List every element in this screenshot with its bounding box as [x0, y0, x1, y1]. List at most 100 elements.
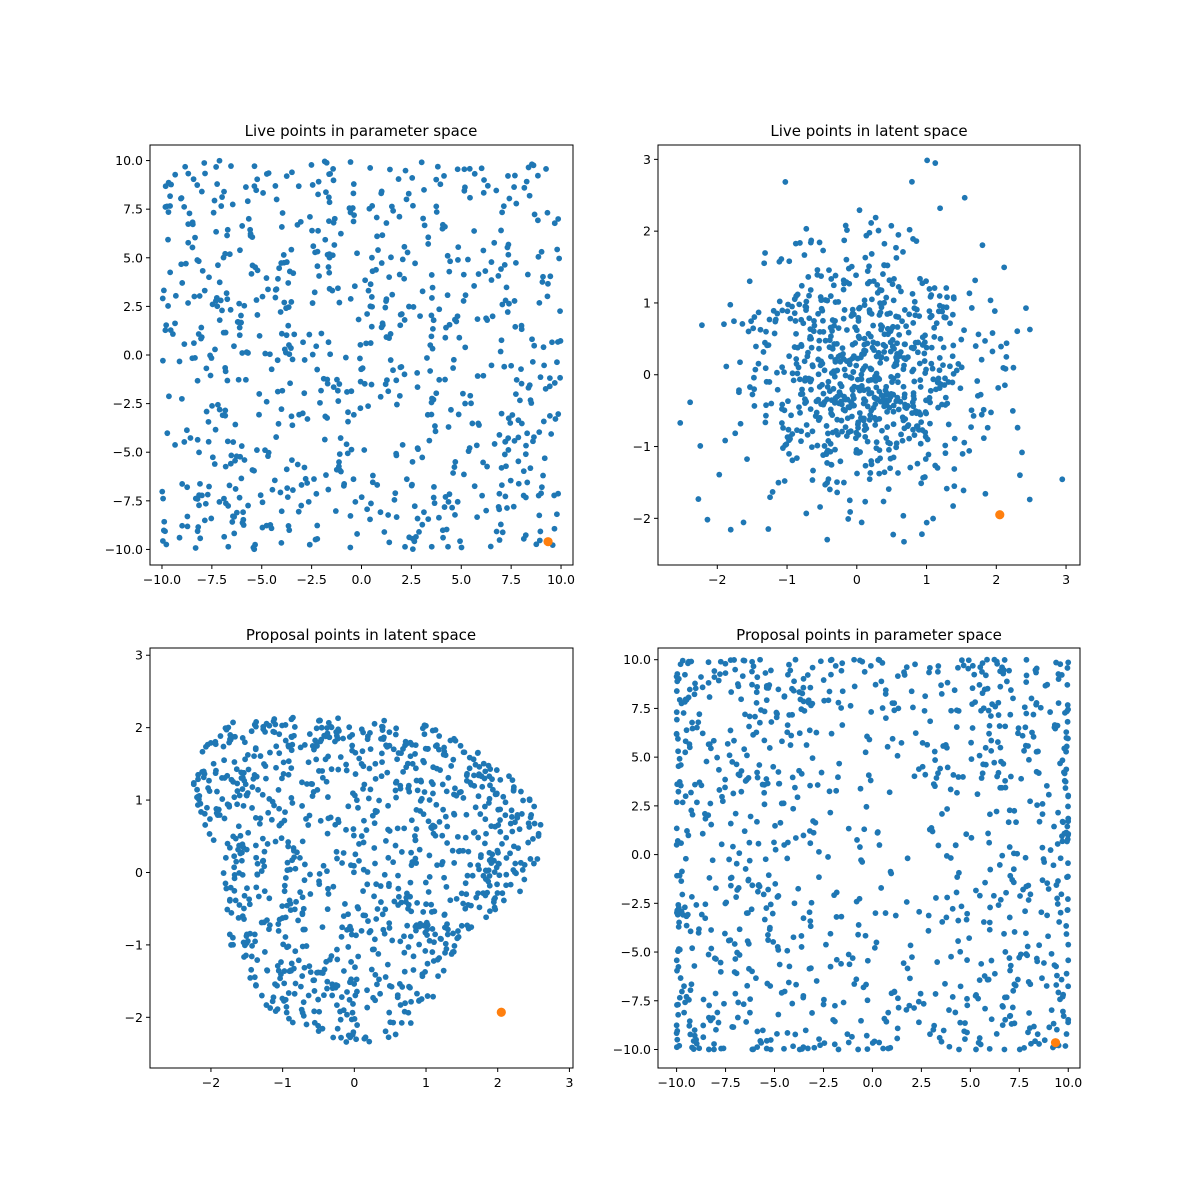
scatter-point [406, 303, 412, 310]
scatter-point [879, 705, 886, 711]
scatter-point [943, 285, 950, 291]
scatter-point [450, 365, 457, 371]
scatter-point [184, 513, 191, 520]
scatter-point [481, 775, 488, 782]
scatter-point [822, 337, 829, 344]
scatter-point [918, 480, 925, 487]
scatter-point [397, 782, 404, 789]
scatter-point [754, 818, 760, 825]
scatter-point [549, 339, 555, 346]
scatter-point [232, 421, 239, 428]
scatter-point [973, 1046, 979, 1053]
scatter-point [531, 820, 538, 827]
scatter-point [358, 726, 365, 733]
scatter-point [258, 868, 265, 874]
scatter-point [322, 236, 329, 243]
scatter-point [204, 804, 210, 811]
scatter-point [909, 178, 915, 185]
scatter-point [534, 217, 541, 224]
scatter-point [940, 304, 946, 310]
scatter-point [864, 340, 871, 347]
scatter-point [1011, 929, 1018, 935]
scatter-point [246, 901, 253, 908]
scatter-point [781, 988, 788, 995]
scatter-point [936, 380, 942, 386]
scatter-point [450, 356, 457, 363]
scatter-point [873, 439, 880, 446]
scatter-point [306, 731, 313, 737]
scatter-point [900, 383, 907, 390]
scatter-point [441, 504, 448, 510]
scatter-point [484, 463, 490, 470]
scatter-point [291, 990, 298, 997]
scatter-point [871, 1038, 878, 1045]
scatter-point [1030, 733, 1037, 740]
scatter-point [775, 686, 782, 693]
scatter-point [1017, 951, 1024, 958]
scatter-point [224, 906, 231, 913]
scatter-point [912, 408, 919, 415]
scatter-point [248, 966, 255, 973]
scatter-point [999, 1002, 1006, 1009]
scatter-point [313, 741, 320, 748]
scatter-point [706, 694, 713, 700]
scatter-point [694, 724, 700, 731]
scatter-point [956, 1046, 962, 1053]
scatter-point [261, 919, 267, 926]
scatter-point [364, 1004, 371, 1011]
scatter-point [861, 826, 868, 833]
scatter-point [164, 430, 171, 437]
scatter-point [261, 949, 268, 955]
scatter-point [294, 461, 301, 468]
scatter-point [676, 994, 683, 1001]
scatter-point [827, 930, 834, 937]
scatter-point [914, 460, 921, 467]
scatter-point [955, 664, 961, 671]
scatter-point [759, 781, 766, 788]
scatter-point [508, 362, 515, 369]
scatter-point [922, 693, 929, 700]
scatter-point [910, 392, 917, 399]
scatter-point [496, 490, 503, 497]
scatter-point [891, 363, 898, 370]
scatter-point [933, 320, 940, 327]
scatter-point [421, 509, 427, 516]
scatter-point [1027, 981, 1034, 988]
scatter-point [798, 428, 805, 435]
scatter-point [194, 377, 201, 384]
scatter-point [360, 888, 366, 894]
scatter-point [735, 885, 742, 891]
scatter-point [834, 431, 841, 438]
scatter-point [276, 731, 283, 738]
scatter-point [362, 277, 369, 284]
scatter-point [266, 922, 273, 929]
scatter-point [455, 928, 461, 934]
scatter-point [543, 537, 553, 547]
scatter-point [429, 345, 436, 352]
scatter-point [313, 756, 320, 763]
scatter-point [333, 466, 340, 473]
scatter-point [375, 247, 381, 253]
scatter-point [361, 447, 368, 453]
scatter-point [1034, 1031, 1041, 1038]
scatter-point [915, 766, 922, 773]
scatter-point [688, 893, 695, 900]
scatter-point [235, 376, 242, 383]
scatter-point [940, 362, 946, 369]
scatter-point [289, 457, 295, 464]
scatter-point [204, 741, 211, 748]
scatter-point [413, 922, 420, 929]
scatter-point [512, 323, 519, 330]
scatter-point [419, 973, 426, 980]
scatter-point [183, 427, 190, 434]
scatter-point [948, 707, 955, 714]
scatter-point [1043, 782, 1050, 789]
scatter-point [444, 292, 451, 299]
scatter-point [989, 348, 996, 355]
scatter-point [774, 1030, 780, 1037]
scatter-point [926, 669, 932, 676]
scatter-point [1045, 791, 1052, 798]
scatter-point [747, 1009, 753, 1016]
scatter-point [517, 397, 523, 404]
scatter-point [319, 1025, 326, 1032]
